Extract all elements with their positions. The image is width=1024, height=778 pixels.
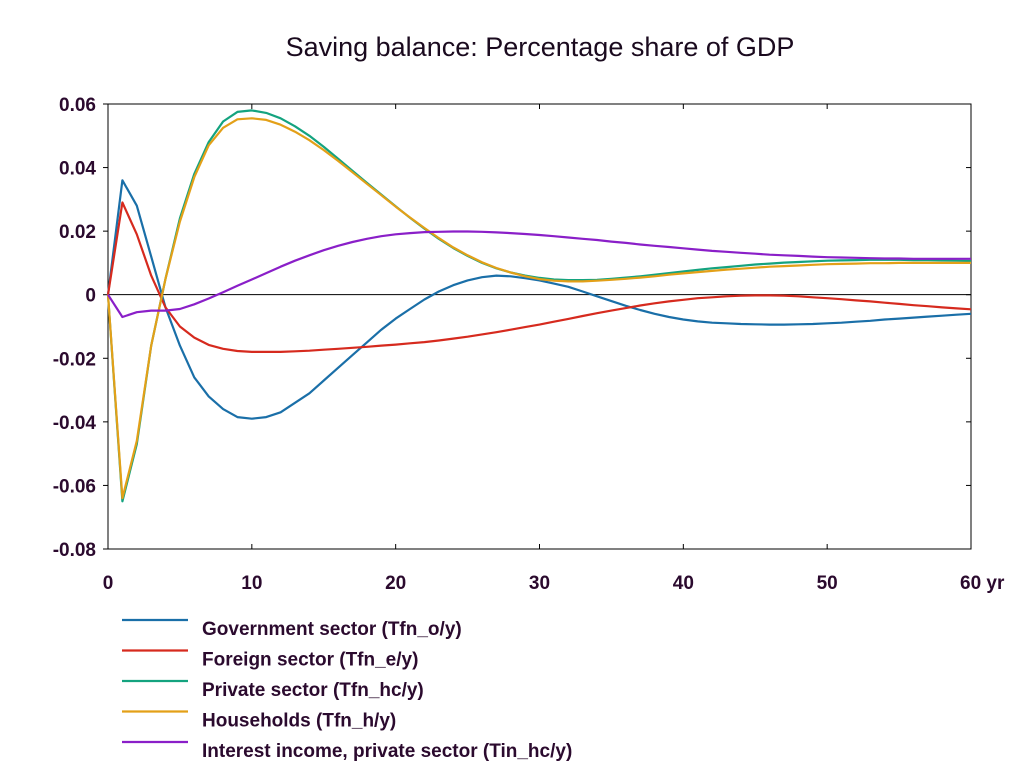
y-tick-label: 0.06 <box>59 95 96 116</box>
series-line-5 <box>107 230 971 319</box>
y-tick-label: 0.02 <box>59 222 96 243</box>
series-line-2 <box>106 201 972 353</box>
chart-title: Saving balance: Percentage share of GDP <box>285 32 795 62</box>
x-tick-label: 0 <box>103 573 114 594</box>
legend-label-4: Households (Tfn_h/y) <box>202 711 396 732</box>
series-line-4 <box>106 117 971 500</box>
y-tick-label: -0.06 <box>53 476 96 497</box>
y-tick-label: -0.02 <box>53 349 96 370</box>
legend-label-1: Government sector (Tfn_o/y) <box>202 619 462 640</box>
x-tick-label: 40 <box>673 573 694 594</box>
y-tick-label: 0 <box>85 286 96 307</box>
series-line-1 <box>106 179 972 420</box>
legend: Government sector (Tfn_o/y) Foreign secto… <box>122 618 572 762</box>
legend-label-5: Interest income, private sector (Tin_hc/… <box>202 741 572 762</box>
y-tick-label: 0.04 <box>59 159 96 180</box>
y-axis: -0.08 -0.06 -0.04 -0.02 0 0.02 0.04 0.06 <box>53 95 971 561</box>
plot-frame <box>107 103 972 550</box>
x-tick-label: 20 <box>385 573 406 594</box>
x-axis: 0 10 20 30 40 50 60 yr <box>103 104 1005 594</box>
x-tick-label: 50 <box>817 573 838 594</box>
x-tick-label: 10 <box>241 573 262 594</box>
legend-label-2: Foreign sector (Tfn_e/y) <box>202 650 418 671</box>
x-tick-label: 30 <box>529 573 550 594</box>
y-tick-label: -0.08 <box>53 540 96 561</box>
y-tick-label: -0.04 <box>53 413 97 434</box>
series-layer <box>106 109 972 503</box>
legend-label-3: Private sector (Tfn_hc/y) <box>202 680 424 701</box>
series-line-3 <box>106 109 972 503</box>
x-tick-label: 60 yr <box>960 573 1005 594</box>
